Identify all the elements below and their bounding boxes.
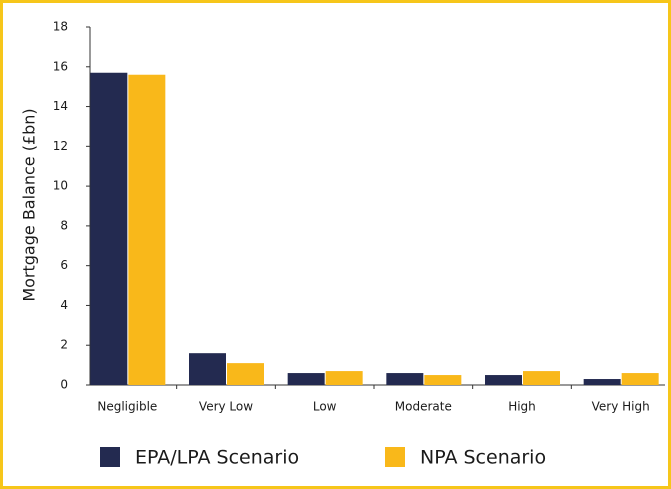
x-tick-label: Very Low [199, 400, 253, 414]
bar [128, 74, 166, 385]
bar [227, 363, 264, 385]
bar [424, 375, 462, 385]
x-tick-label: Negligible [97, 400, 157, 414]
bar [325, 371, 363, 385]
legend-label: EPA/LPA Scenario [135, 447, 299, 469]
y-tick-label: 6 [60, 258, 68, 272]
x-tick-label: High [508, 400, 536, 414]
bar [287, 373, 325, 385]
bar [583, 379, 621, 385]
legend-swatch [385, 447, 405, 467]
bar [485, 375, 522, 385]
bar [523, 371, 560, 385]
y-tick-label: 10 [53, 179, 68, 193]
bar [386, 373, 424, 385]
bar [621, 373, 659, 385]
y-axis-label: Mortgage Balance (£bn) [20, 108, 39, 301]
y-tick-label: 14 [53, 99, 68, 113]
x-tick-label: Very High [592, 400, 650, 414]
x-tick-label: Moderate [395, 400, 452, 414]
y-tick-label: 16 [53, 59, 68, 73]
legend-swatch [100, 447, 120, 467]
x-tick-label: Low [313, 400, 337, 414]
y-tick-label: 18 [53, 20, 68, 34]
legend-label: NPA Scenario [420, 447, 546, 469]
bar [90, 72, 128, 385]
y-tick-label: 4 [60, 298, 68, 312]
y-tick-label: 2 [60, 338, 68, 352]
y-tick-label: 0 [60, 378, 68, 392]
y-tick-label: 12 [53, 139, 68, 153]
bar [189, 353, 226, 385]
y-tick-label: 8 [60, 218, 68, 232]
